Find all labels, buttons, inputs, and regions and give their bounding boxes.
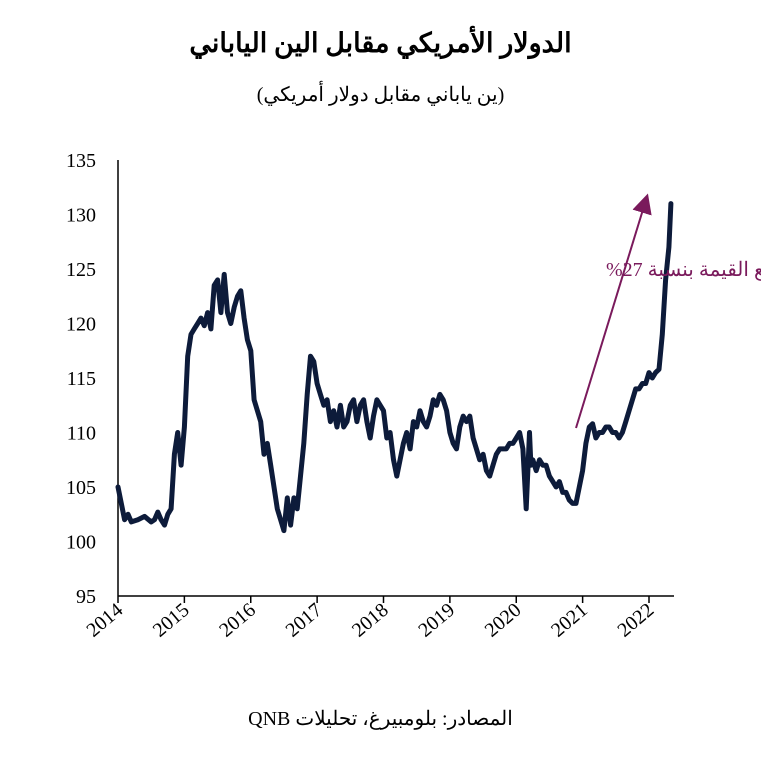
y-tick-label: 135: [66, 150, 96, 172]
annotation-text: تراجع القيمة بنسبة 27%: [606, 259, 761, 281]
x-tick-label: 2017: [282, 599, 327, 642]
x-tick-label: 2021: [547, 599, 592, 642]
y-tick-label: 120: [66, 314, 96, 336]
y-tick-label: 115: [67, 368, 96, 390]
y-tick-label: 125: [66, 259, 96, 281]
y-tick-label: 100: [66, 532, 96, 554]
series-line-usd-jpy: [115, 201, 674, 534]
chart-subtitle: (ين ياباني مقابل دولار أمريكي): [256, 84, 505, 106]
y-tick-label: 105: [66, 477, 96, 499]
y-axis: 95 100 105 110 115 120 125 130 135: [66, 150, 119, 608]
x-tick-label: 2015: [149, 599, 194, 642]
x-axis: 2014 2015 2016 2017 2018 2019 2020 2021 2022: [82, 595, 674, 642]
y-tick-label: 110: [67, 423, 96, 445]
x-tick-label: 2020: [481, 599, 526, 642]
y-tick-label: 130: [66, 205, 96, 227]
x-tick-label: 2019: [414, 599, 459, 642]
source-note: المصادر: بلومبيرغ، تحليلات QNB: [248, 708, 513, 730]
annotation-arrow: [575, 193, 652, 429]
x-tick-label: 2016: [215, 599, 260, 642]
y-tick-label: 95: [76, 586, 96, 608]
x-tick-label: 2018: [348, 599, 393, 642]
chart-title: الدولار الأمريكي مقابل الين الياباني: [189, 28, 572, 58]
x-tick-label: 2022: [613, 599, 658, 642]
